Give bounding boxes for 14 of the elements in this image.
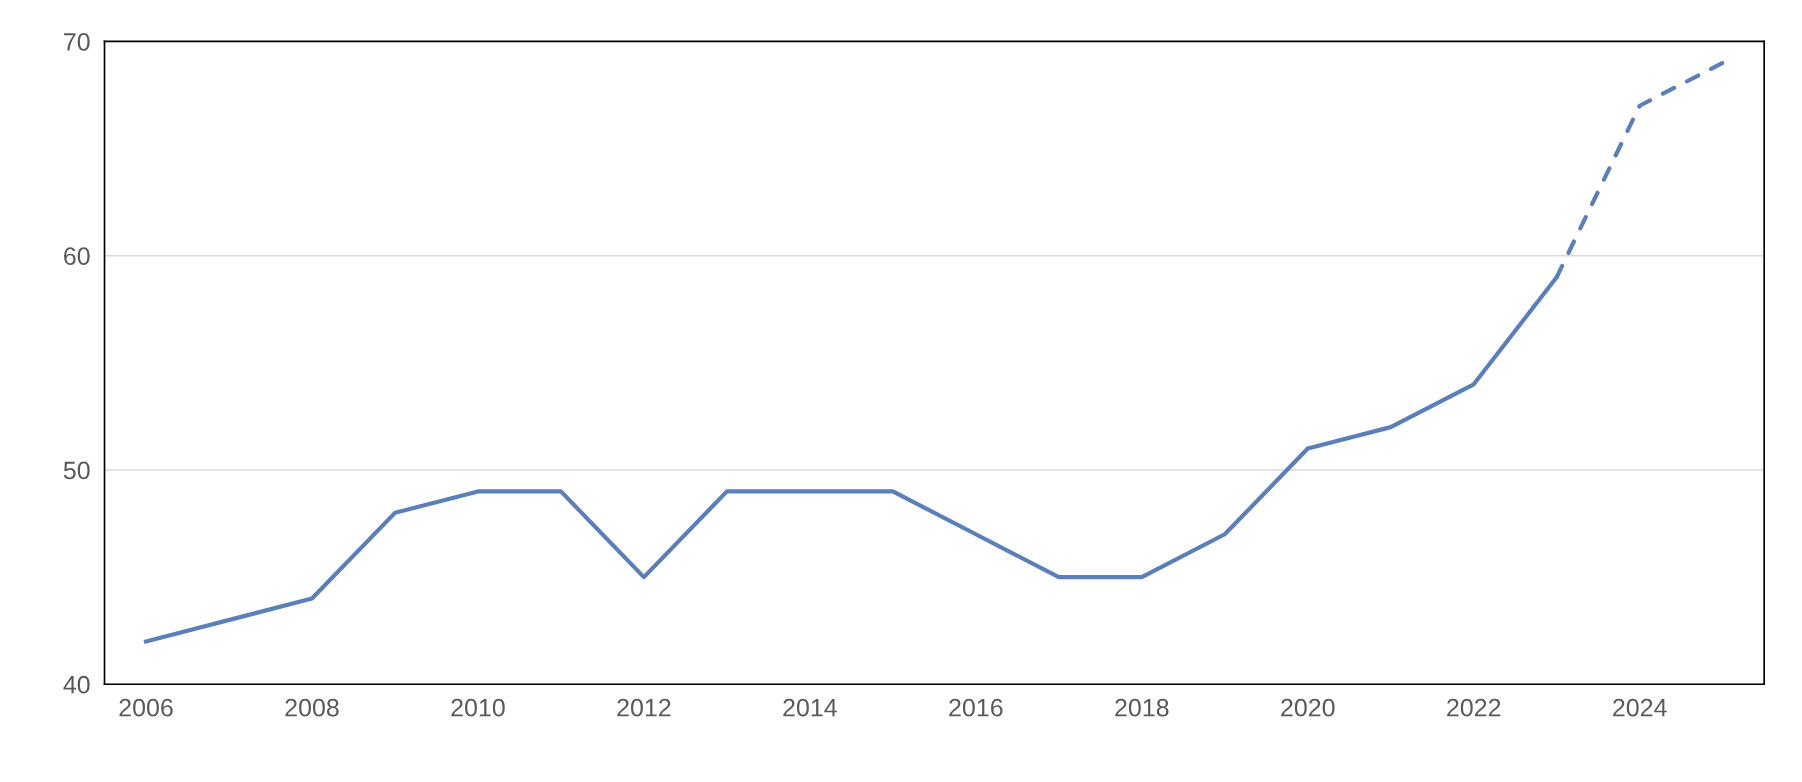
y-tick-label: 50 <box>63 461 90 480</box>
x-tick-label: 2022 <box>1447 698 1501 717</box>
y-tick-label: 40 <box>63 675 90 694</box>
x-tick-label: 2006 <box>119 698 173 717</box>
x-tick-label: 2020 <box>1281 698 1335 717</box>
x-tick-label: 2012 <box>617 698 671 717</box>
x-tick-label: 2014 <box>783 698 837 717</box>
y-tick-label: 60 <box>64 247 90 266</box>
y-tick-label: 70 <box>64 33 90 51</box>
x-tick-label: 2010 <box>451 698 505 717</box>
x-tick-label: 2008 <box>285 698 339 717</box>
x-tick-label: 2016 <box>949 698 1003 717</box>
x-tick-label: 2018 <box>1115 698 1169 717</box>
x-tick-label: 2024 <box>1613 698 1667 717</box>
